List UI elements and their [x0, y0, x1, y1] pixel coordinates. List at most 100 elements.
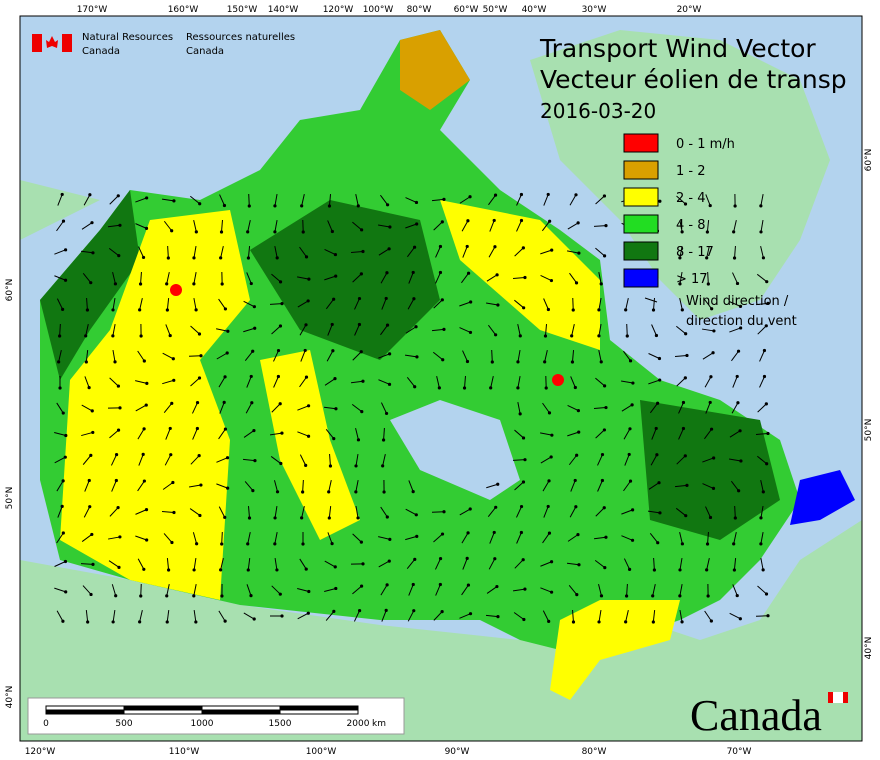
arrow-head [628, 359, 633, 363]
wind-arrow [624, 454, 630, 466]
scale-seg [45, 709, 125, 715]
wind-arrow [352, 273, 362, 283]
wind-arrow [435, 272, 441, 284]
wind-arrow [166, 557, 170, 571]
arrow-head [411, 270, 415, 275]
arrow-head [762, 374, 767, 379]
arrow-head [84, 334, 88, 338]
wind-arrow [433, 221, 443, 231]
wind-arrow [269, 432, 283, 436]
wind-arrow [380, 194, 388, 206]
wind-arrow [569, 194, 577, 206]
wind-arrow [81, 222, 93, 230]
arrow-head [521, 480, 526, 484]
arrow-head [574, 281, 579, 285]
wind-arrow [353, 610, 361, 622]
arrow-head [492, 218, 496, 223]
arrow-head [388, 537, 392, 541]
wind-arrow [679, 272, 683, 284]
arrow-head [735, 593, 739, 598]
wind-arrow [326, 350, 334, 362]
graticule-label: 70°W [727, 747, 752, 757]
wind-arrow [80, 250, 94, 254]
wind-arrow [653, 297, 655, 311]
wind-arrow [166, 609, 170, 623]
wind-arrow [544, 323, 548, 337]
arrow-head [630, 538, 635, 542]
wind-arrow [516, 506, 522, 518]
arrow-head [334, 407, 338, 411]
arrow-head [89, 592, 93, 597]
wind-arrow [595, 247, 605, 257]
wind-arrow [247, 220, 251, 232]
arrow-head [304, 255, 309, 259]
legend-label: 2 - 4 [676, 191, 706, 206]
wind-arrow [352, 533, 362, 543]
wind-arrow [516, 532, 522, 544]
arrow-head [414, 325, 418, 329]
graticule-label: 40°N [5, 686, 15, 709]
graticule-label: 20°W [677, 5, 702, 15]
arrow-head [220, 282, 224, 286]
agency-fr: Ressources naturelles [186, 32, 295, 43]
wind-arrow [760, 246, 764, 258]
wind-arrow [57, 194, 63, 206]
wind-arrow [406, 559, 416, 569]
wind-arrow [595, 507, 605, 517]
arrow-head [61, 411, 65, 415]
arrow-head [223, 619, 227, 623]
arrow-head [145, 538, 149, 542]
wind-arrow [408, 584, 414, 596]
wind-arrow [297, 612, 309, 620]
arrow-head [735, 374, 739, 379]
arrow-head [165, 594, 169, 598]
arrow-head [170, 401, 174, 405]
arrow-head [544, 386, 548, 390]
wind-arrow [462, 350, 468, 362]
wind-arrow [112, 272, 116, 284]
arrow-head [438, 556, 443, 561]
wind-arrow [111, 584, 117, 596]
legend-swatch [623, 268, 659, 288]
wind-arrow [188, 355, 202, 357]
graticule-label: 140°W [268, 5, 299, 15]
arrow-head [168, 333, 172, 338]
date: 2016-03-20 [540, 99, 656, 123]
arrow-head [387, 559, 391, 563]
arrow-head [88, 193, 92, 197]
arrow-head [468, 612, 473, 616]
wind-arrow [676, 455, 686, 465]
wind-arrow [623, 558, 631, 570]
graticule-label: 170°W [77, 5, 108, 15]
arrow-head [736, 349, 741, 353]
arrow-head [521, 558, 525, 562]
arrow-head [220, 542, 224, 546]
arrow-head [604, 405, 608, 410]
wind-arrow [648, 353, 660, 359]
arrow-head [251, 349, 255, 353]
wind-arrow [271, 403, 281, 413]
arrow-head [171, 357, 175, 361]
arrow-head [144, 403, 148, 407]
arrow-head [226, 486, 230, 490]
arrow-head [145, 196, 149, 200]
arrow-head [222, 400, 226, 405]
graticule-label: 110°W [169, 747, 200, 757]
wind-arrow [734, 245, 736, 259]
wind-arrow [108, 536, 120, 540]
arrow-head [413, 245, 417, 249]
arrow-head [656, 401, 660, 405]
arrow-head [546, 192, 550, 197]
wind-arrow [488, 194, 496, 206]
wind-arrow [459, 196, 471, 204]
wind-arrow [82, 455, 92, 465]
wind-arrow [300, 350, 306, 362]
wind-arrow [163, 220, 173, 232]
arrow-head [249, 594, 253, 598]
arrow-head [468, 195, 472, 199]
arrow-head [166, 568, 171, 572]
arrow-head [466, 219, 470, 223]
arrow-head [332, 609, 336, 613]
wind-arrow [486, 586, 498, 594]
wind-arrow [193, 298, 197, 310]
